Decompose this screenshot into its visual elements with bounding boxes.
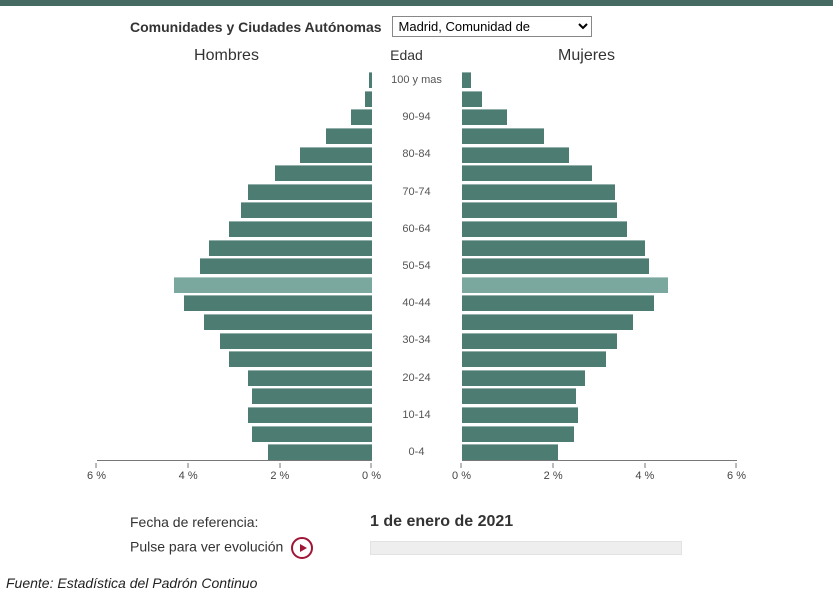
population-pyramid-chart: Hombres Edad Mujeres 100 y mas 90-94 80-84… bbox=[97, 47, 737, 489]
men-bar bbox=[326, 128, 372, 144]
women-bar bbox=[462, 258, 650, 274]
women-axis-line bbox=[462, 460, 737, 461]
age-label bbox=[372, 350, 462, 369]
age-label bbox=[372, 387, 462, 406]
men-bar bbox=[220, 333, 371, 349]
women-bar bbox=[462, 314, 634, 330]
region-select[interactable]: Madrid, Comunidad de bbox=[392, 16, 592, 37]
women-x-axis: 0 %2 %4 %6 % bbox=[462, 463, 737, 489]
women-header: Mujeres bbox=[457, 47, 717, 65]
men-side bbox=[97, 71, 372, 461]
men-bar bbox=[351, 109, 372, 125]
men-x-axis: 0 %2 %4 %6 % bbox=[97, 463, 372, 489]
evolution-slider[interactable] bbox=[370, 541, 682, 555]
region-selector-label: Comunidades y Ciudades Autónomas bbox=[130, 19, 382, 35]
men-bar bbox=[268, 444, 371, 460]
age-label: 10-14 bbox=[372, 406, 462, 425]
women-bar bbox=[462, 72, 471, 88]
women-bar bbox=[462, 426, 574, 442]
women-bar bbox=[462, 240, 645, 256]
women-bar bbox=[462, 407, 579, 423]
play-evolution-label: Pulse para ver evolución bbox=[130, 537, 370, 559]
men-bar bbox=[300, 147, 371, 163]
women-bar bbox=[462, 388, 577, 404]
age-label bbox=[372, 424, 462, 443]
x-tick: 0 % bbox=[452, 463, 471, 482]
women-side bbox=[462, 71, 737, 461]
women-bar bbox=[462, 91, 483, 107]
age-label: 80-84 bbox=[372, 145, 462, 164]
men-bar bbox=[174, 277, 371, 293]
age-label bbox=[372, 313, 462, 332]
age-label bbox=[372, 238, 462, 257]
age-label: 40-44 bbox=[372, 294, 462, 313]
age-label bbox=[372, 276, 462, 295]
men-bar bbox=[248, 407, 372, 423]
men-bar bbox=[184, 295, 372, 311]
age-label bbox=[372, 127, 462, 146]
men-bar bbox=[248, 184, 372, 200]
men-bar bbox=[248, 370, 372, 386]
women-bar bbox=[462, 147, 570, 163]
women-bar bbox=[462, 221, 627, 237]
age-label: 0-4 bbox=[372, 443, 462, 462]
age-label bbox=[372, 201, 462, 220]
men-bar bbox=[229, 351, 371, 367]
x-tick: 2 % bbox=[270, 463, 289, 482]
pyramid-body: 100 y mas 90-94 80-84 70-74 60-64 50-54 40-44 3… bbox=[97, 71, 737, 461]
men-bar bbox=[204, 314, 371, 330]
men-bar bbox=[275, 165, 371, 181]
women-bar bbox=[462, 351, 606, 367]
x-tick: 6 % bbox=[87, 463, 106, 482]
men-bar bbox=[241, 202, 372, 218]
age-label bbox=[372, 164, 462, 183]
women-bar bbox=[462, 128, 545, 144]
women-bar bbox=[462, 333, 618, 349]
women-bar bbox=[462, 277, 668, 293]
men-header: Hombres bbox=[97, 47, 357, 65]
main-content: Comunidades y Ciudades Autónomas Madrid,… bbox=[0, 6, 833, 561]
age-label: 60-64 bbox=[372, 220, 462, 239]
age-header: Edad bbox=[357, 47, 457, 63]
men-bar bbox=[365, 91, 372, 107]
men-bar bbox=[200, 258, 372, 274]
men-bar bbox=[252, 388, 371, 404]
women-bar bbox=[462, 165, 593, 181]
region-selector-row: Comunidades y Ciudades Autónomas Madrid,… bbox=[130, 16, 793, 37]
reference-date-label: Fecha de referencia: bbox=[130, 514, 370, 530]
women-bar bbox=[462, 109, 508, 125]
chart-column-headers: Hombres Edad Mujeres bbox=[97, 47, 737, 65]
age-label: 70-74 bbox=[372, 183, 462, 202]
x-tick: 2 % bbox=[544, 463, 563, 482]
women-bar bbox=[462, 202, 618, 218]
age-label: 50-54 bbox=[372, 257, 462, 276]
play-icon[interactable] bbox=[291, 537, 313, 559]
x-tick: 6 % bbox=[727, 463, 746, 482]
women-bar bbox=[462, 370, 586, 386]
men-bar bbox=[209, 240, 372, 256]
reference-date-value: 1 de enero de 2021 bbox=[370, 513, 513, 531]
x-tick: 4 % bbox=[179, 463, 198, 482]
age-labels-column: 100 y mas 90-94 80-84 70-74 60-64 50-54 40-44 3… bbox=[372, 71, 462, 461]
footer-block: Fecha de referencia: 1 de enero de 2021 … bbox=[130, 509, 793, 561]
men-bar bbox=[229, 221, 371, 237]
women-bar bbox=[462, 444, 558, 460]
women-bar bbox=[462, 184, 616, 200]
age-label: 90-94 bbox=[372, 108, 462, 127]
x-axis-row: 0 %2 %4 %6 % 0 %2 %4 %6 % bbox=[97, 463, 737, 489]
x-tick: 4 % bbox=[635, 463, 654, 482]
women-bar bbox=[462, 295, 655, 311]
age-label: 100 y mas bbox=[372, 71, 462, 90]
x-tick: 0 % bbox=[362, 463, 381, 482]
age-label: 30-34 bbox=[372, 331, 462, 350]
men-axis-line bbox=[97, 460, 372, 461]
play-label-text: Pulse para ver evolución bbox=[130, 539, 283, 555]
age-label bbox=[372, 90, 462, 109]
men-bar bbox=[369, 72, 371, 88]
men-bar bbox=[252, 426, 371, 442]
age-label: 20-24 bbox=[372, 369, 462, 388]
